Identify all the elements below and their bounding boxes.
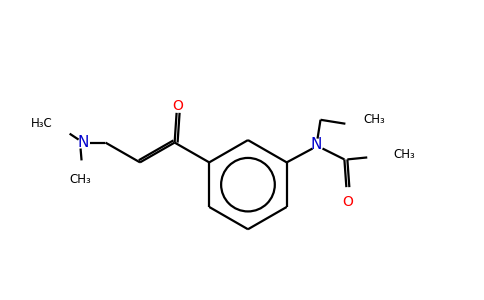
Text: O: O [342,195,353,209]
Text: CH₃: CH₃ [363,113,385,126]
Text: CH₃: CH₃ [70,173,91,186]
Text: CH₃: CH₃ [393,148,415,161]
Text: N: N [78,135,89,150]
Text: N: N [311,137,322,152]
Text: O: O [172,99,183,113]
Text: H₃C: H₃C [31,117,53,130]
